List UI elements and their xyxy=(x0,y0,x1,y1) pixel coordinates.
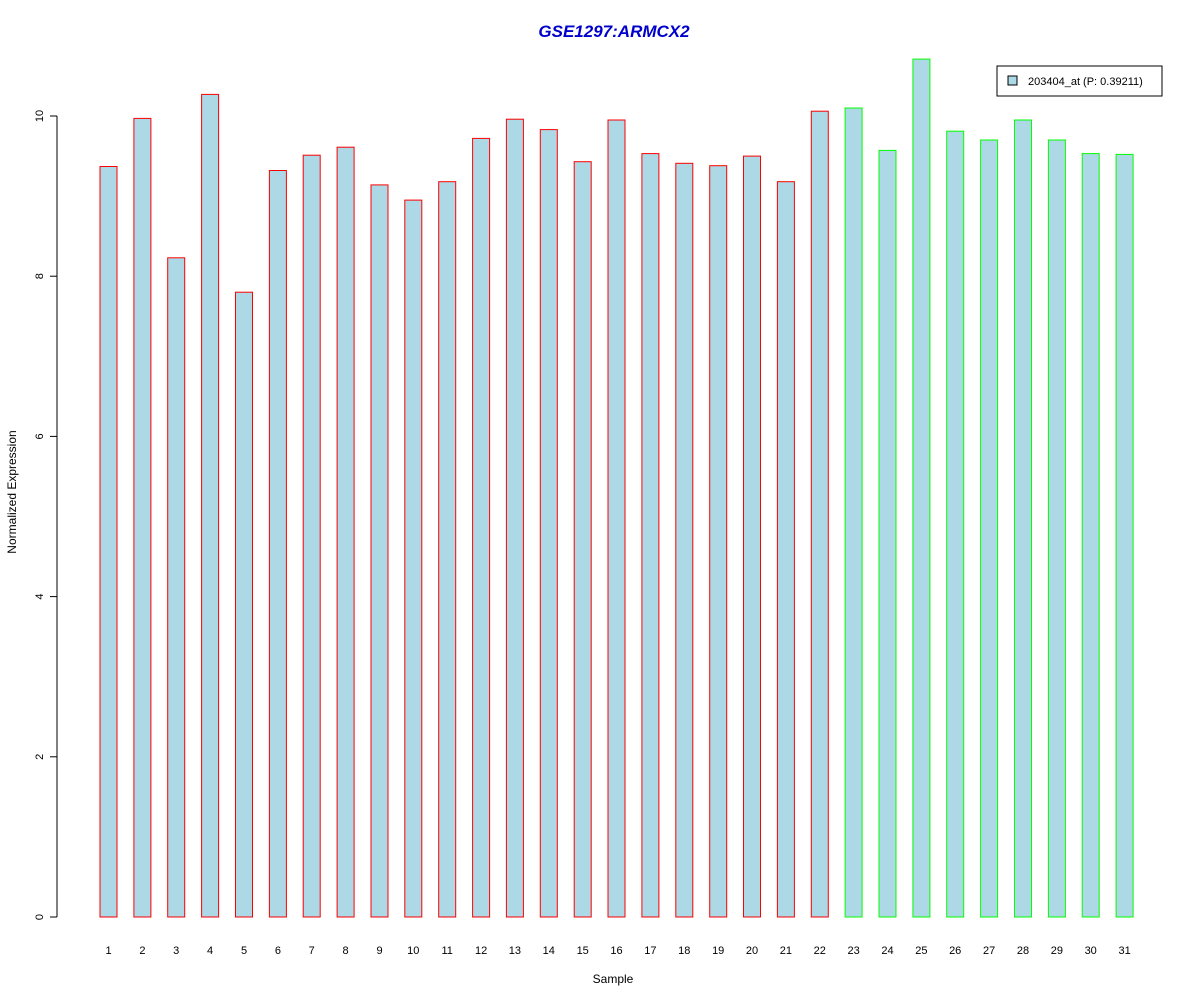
bar-sample-16 xyxy=(607,119,626,918)
x-tick-label: 10 xyxy=(407,945,419,957)
bar-sample-10 xyxy=(404,199,423,918)
bar-sample-20 xyxy=(743,155,761,918)
bar-sample-12 xyxy=(472,137,491,918)
x-tick-label: 4 xyxy=(207,945,213,957)
bar-sample-24 xyxy=(878,149,897,918)
y-tick-label: 10 xyxy=(34,110,46,122)
chart-title: GSE1297:ARMCX2 xyxy=(538,22,690,41)
bars-group xyxy=(99,58,1134,918)
bar-sample-30 xyxy=(1081,153,1100,918)
bar-sample-23 xyxy=(844,107,863,918)
x-tick-label: 26 xyxy=(949,945,961,957)
x-tick-label: 15 xyxy=(577,945,589,957)
x-tick-label: 20 xyxy=(746,945,758,957)
x-tick-label: 30 xyxy=(1085,945,1097,957)
x-tick-label: 13 xyxy=(509,945,521,957)
bar-sample-4 xyxy=(201,93,220,918)
bar-sample-28 xyxy=(1014,119,1032,918)
x-tick-label: 25 xyxy=(915,945,927,957)
bar-sample-17 xyxy=(641,153,660,918)
bar-sample-22 xyxy=(810,110,829,918)
y-tick-label: 0 xyxy=(34,914,46,920)
y-tick-label: 6 xyxy=(34,433,46,439)
x-tick-label: 29 xyxy=(1051,945,1063,957)
bar-sample-2 xyxy=(133,117,152,918)
bar-sample-25 xyxy=(912,58,931,918)
bar-sample-19 xyxy=(709,165,728,918)
legend-box xyxy=(996,65,1163,97)
x-tick-label: 22 xyxy=(814,945,826,957)
x-tick-label: 12 xyxy=(475,945,487,957)
x-tick-label: 21 xyxy=(780,945,792,957)
x-tick-label: 3 xyxy=(173,945,179,957)
x-tick-label: 23 xyxy=(847,945,859,957)
x-tick-label: 17 xyxy=(644,945,656,957)
x-tick-label: 2 xyxy=(139,945,145,957)
x-axis-title: Sample xyxy=(593,972,634,986)
bar-sample-13 xyxy=(505,118,524,918)
x-tick-label: 16 xyxy=(610,945,622,957)
y-axis: 0 2 4 6 8 10 xyxy=(34,110,58,920)
legend: 203404_at (P: 0.39211) xyxy=(996,65,1163,97)
bar-sample-3 xyxy=(167,257,186,918)
x-tick-label: 7 xyxy=(309,945,315,957)
x-tick-label: 11 xyxy=(441,945,452,957)
x-axis-labels: 1 2 3 4 5 6 7 8 9 10 11 12 13 14 15 16 17 18 19 20 21 22 23 24 2… xyxy=(105,945,1130,957)
y-tick-label: 4 xyxy=(34,594,46,600)
x-tick-label: 5 xyxy=(241,945,247,957)
bar-sample-21 xyxy=(776,181,795,918)
bar-sample-27 xyxy=(980,139,999,918)
bar-sample-18 xyxy=(675,162,694,918)
bar-sample-7 xyxy=(302,154,321,918)
x-tick-label: 18 xyxy=(678,945,690,957)
y-axis-title: Normalized Expression xyxy=(5,430,19,553)
x-tick-label: 24 xyxy=(881,945,893,957)
x-tick-label: 28 xyxy=(1017,945,1029,957)
bar-sample-6 xyxy=(268,170,287,918)
bar-sample-26 xyxy=(946,130,965,918)
bar-sample-15 xyxy=(573,161,592,918)
legend-swatch xyxy=(1007,75,1018,86)
bar-sample-1 xyxy=(99,166,118,918)
y-tick-label: 8 xyxy=(34,273,46,279)
x-tick-label: 14 xyxy=(543,945,555,957)
x-tick-label: 9 xyxy=(376,945,382,957)
bar-sample-5 xyxy=(235,291,253,918)
x-tick-label: 1 xyxy=(105,945,111,957)
x-tick-label: 19 xyxy=(712,945,724,957)
x-tick-label: 8 xyxy=(343,945,349,957)
x-tick-label: 31 xyxy=(1118,945,1130,957)
bar-sample-8 xyxy=(336,146,355,918)
legend-label: 203404_at (P: 0.39211) xyxy=(1028,76,1143,88)
bar-sample-29 xyxy=(1047,139,1066,918)
x-tick-label: 6 xyxy=(275,945,281,957)
x-tick-label: 27 xyxy=(983,945,995,957)
bar-sample-11 xyxy=(438,181,457,918)
bar-sample-31 xyxy=(1115,153,1134,918)
bar-sample-9 xyxy=(370,184,389,918)
bar-sample-14 xyxy=(539,129,558,918)
y-tick-label: 2 xyxy=(34,754,46,760)
